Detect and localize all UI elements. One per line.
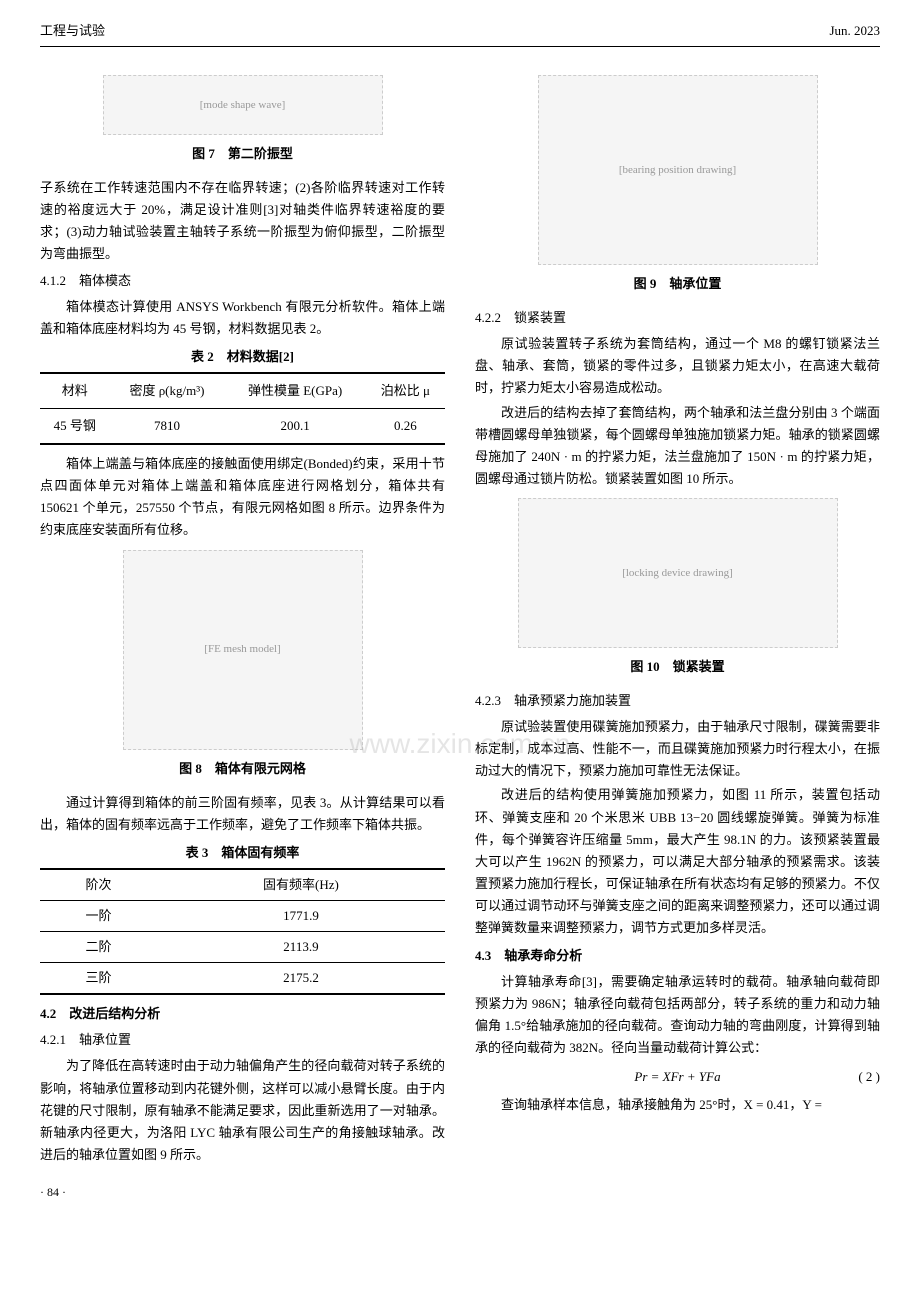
section-422-heading: 4.2.2 锁紧装置: [475, 307, 880, 329]
table-2-header-3: 泊松比 μ: [366, 373, 445, 409]
section-42-heading: 4.2 改进后结构分析: [40, 1003, 445, 1025]
table-3-header-1: 固有频率(Hz): [157, 869, 445, 901]
paragraph-4: 通过计算得到箱体的前三阶固有频率，见表 3。从计算结果可以看出，箱体的固有频率远…: [40, 792, 445, 836]
section-423-heading: 4.2.3 轴承预紧力施加装置: [475, 690, 880, 712]
paragraph-8: 原试验装置使用碟簧施加预紧力，由于轴承尺寸限制，碟簧需要非标定制，成本过高、性能…: [475, 716, 880, 782]
left-column: [mode shape wave] 图 7 第二阶振型 子系统在工作转速范围内不…: [40, 67, 445, 1202]
equation-number: ( 2 ): [858, 1066, 880, 1088]
table-2-cell: 200.1: [224, 409, 365, 445]
table-2-caption: 表 2 材料数据[2]: [40, 346, 445, 368]
table-2-header-0: 材料: [40, 373, 110, 409]
figure-10-caption: 图 10 锁紧装置: [475, 656, 880, 678]
paragraph-7: 改进后的结构去掉了套筒结构，两个轴承和法兰盘分别由 3 个端面带槽圆螺母单独锁紧…: [475, 402, 880, 490]
table-3-header-0: 阶次: [40, 869, 157, 901]
paragraph-11: 查询轴承样本信息，轴承接触角为 25°时，X = 0.41，Y =: [475, 1094, 880, 1116]
equation-2: Pr = XFr + YFa ( 2 ): [475, 1066, 880, 1088]
table-3-cell: 1771.9: [157, 900, 445, 931]
paragraph-2: 箱体模态计算使用 ANSYS Workbench 有限元分析软件。箱体上端盖和箱…: [40, 296, 445, 340]
table-2-cell: 45 号钢: [40, 409, 110, 445]
two-column-layout: [mode shape wave] 图 7 第二阶振型 子系统在工作转速范围内不…: [40, 67, 880, 1202]
page-number: · 84 ·: [40, 1182, 445, 1202]
page-header: 工程与试验 Jun. 2023: [40, 20, 880, 47]
equation-text: Pr = XFr + YFa: [634, 1069, 720, 1084]
figure-9-image: [bearing position drawing]: [538, 75, 818, 265]
header-right: Jun. 2023: [829, 20, 880, 42]
figure-9-caption: 图 9 轴承位置: [475, 273, 880, 295]
table-2-cell: 7810: [110, 409, 225, 445]
figure-10-image: [locking device drawing]: [518, 498, 838, 648]
table-3-cell: 2175.2: [157, 963, 445, 995]
paragraph-5: 为了降低在高转速时由于动力轴偏角产生的径向载荷对转子系统的影响，将轴承位置移动到…: [40, 1055, 445, 1165]
section-43-heading: 4.3 轴承寿命分析: [475, 945, 880, 967]
table-2-header-1: 密度 ρ(kg/m³): [110, 373, 225, 409]
table-3: 阶次 固有频率(Hz) 一阶 1771.9 二阶 2113.9 三阶 2175.…: [40, 868, 445, 995]
paragraph-3: 箱体上端盖与箱体底座的接触面使用绑定(Bonded)约束，采用十节点四面体单元对…: [40, 453, 445, 541]
paragraph-10: 计算轴承寿命[3]，需要确定轴承运转时的载荷。轴承轴向载荷即预紧力为 986N；…: [475, 971, 880, 1059]
header-left: 工程与试验: [40, 20, 105, 42]
figure-8-caption: 图 8 箱体有限元网格: [40, 758, 445, 780]
figure-8-image: [FE mesh model]: [123, 550, 363, 750]
figure-7-image: [mode shape wave]: [103, 75, 383, 135]
section-412-heading: 4.1.2 箱体模态: [40, 270, 445, 292]
table-2-header-2: 弹性模量 E(GPa): [224, 373, 365, 409]
table-3-cell: 2113.9: [157, 932, 445, 963]
table-3-cell: 三阶: [40, 963, 157, 995]
table-3-cell: 一阶: [40, 900, 157, 931]
right-column: [bearing position drawing] 图 9 轴承位置 4.2.…: [475, 67, 880, 1202]
paragraph-1: 子系统在工作转速范围内不存在临界转速；(2)各阶临界转速对工作转速的裕度远大于 …: [40, 177, 445, 265]
table-3-cell: 二阶: [40, 932, 157, 963]
section-421-heading: 4.2.1 轴承位置: [40, 1029, 445, 1051]
table-2: 材料 密度 ρ(kg/m³) 弹性模量 E(GPa) 泊松比 μ 45 号钢 7…: [40, 372, 445, 445]
paragraph-6: 原试验装置转子系统为套筒结构，通过一个 M8 的螺钉锁紧法兰盘、轴承、套筒，锁紧…: [475, 333, 880, 399]
paragraph-9: 改进后的结构使用弹簧施加预紧力，如图 11 所示，装置包括动环、弹簧支座和 20…: [475, 784, 880, 939]
table-3-caption: 表 3 箱体固有频率: [40, 842, 445, 864]
table-2-cell: 0.26: [366, 409, 445, 445]
figure-7-caption: 图 7 第二阶振型: [40, 143, 445, 165]
